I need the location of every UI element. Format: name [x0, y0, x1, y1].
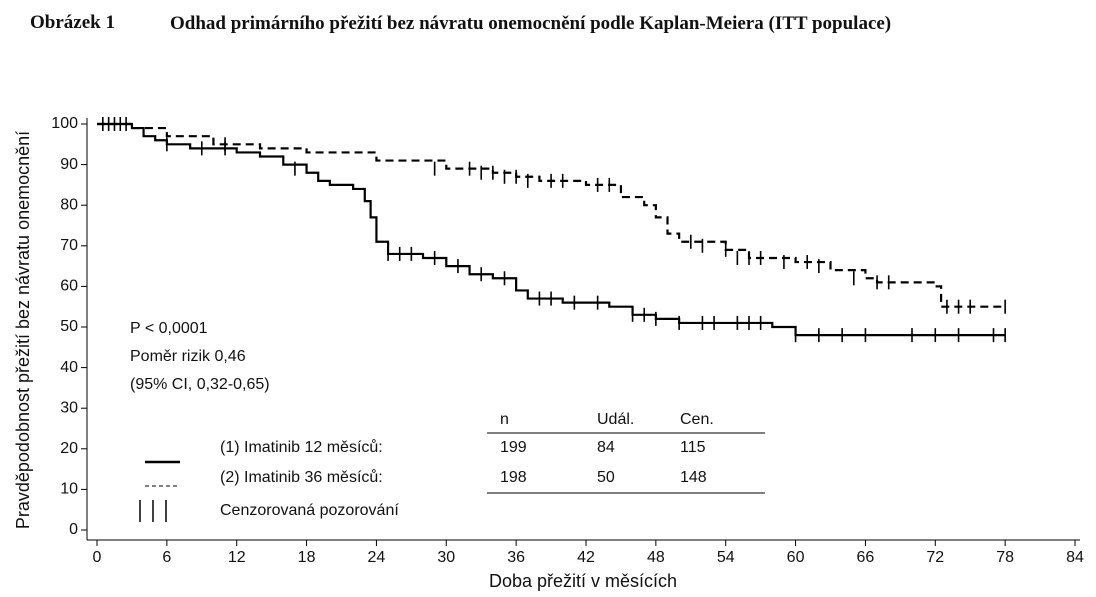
- table-header: Cen.: [680, 411, 714, 428]
- y-tick-label: 10: [60, 481, 78, 498]
- x-tick-label: 48: [647, 549, 665, 566]
- y-axis-label: Pravděpodobnost přežití bez návratu onem…: [13, 131, 33, 529]
- annotation: (95% CI, 0,32-0,65): [130, 376, 270, 393]
- x-tick-label: 24: [368, 549, 386, 566]
- y-tick-label: 70: [60, 237, 78, 254]
- table-cell: 115: [680, 439, 706, 456]
- chart-title: Odhad primárního přežití bez návratu one…: [170, 13, 892, 34]
- annotation: P < 0,0001: [130, 320, 208, 337]
- table-header: n: [500, 411, 509, 428]
- table-header: Udál.: [597, 411, 634, 428]
- y-tick-label: 0: [69, 521, 78, 538]
- legend-censor: [139, 500, 167, 522]
- x-axis-label: Doba přežití v měsících: [489, 571, 677, 591]
- y-tick-label: 20: [60, 440, 78, 457]
- x-tick-label: 84: [1066, 549, 1084, 566]
- x-tick-label: 54: [717, 549, 735, 566]
- y-tick-label: 30: [60, 399, 78, 416]
- x-tick-label: 6: [162, 549, 171, 566]
- y-tick-label: 80: [60, 196, 78, 213]
- x-tick-label: 72: [926, 549, 944, 566]
- x-tick-label: 42: [577, 549, 595, 566]
- y-tick-label: 100: [51, 115, 78, 132]
- table-cell: 50: [597, 469, 615, 486]
- table-cell: 84: [597, 439, 615, 456]
- x-tick-label: 30: [437, 549, 455, 566]
- x-tick-label: 66: [857, 549, 875, 566]
- x-tick-label: 36: [507, 549, 525, 566]
- annotation: Poměr rizik 0,46: [130, 348, 246, 365]
- header: Obrázek 1 Odhad primárního přežití bez n…: [30, 12, 1030, 35]
- x-tick-label: 0: [93, 549, 102, 566]
- x-tick-label: 60: [787, 549, 805, 566]
- y-tick-label: 90: [60, 156, 78, 173]
- figure-label: Obrázek 1: [30, 12, 115, 33]
- x-tick-label: 18: [298, 549, 316, 566]
- y-tick-label: 50: [60, 318, 78, 335]
- x-tick-label: 12: [228, 549, 246, 566]
- x-tick-label: 78: [996, 549, 1014, 566]
- table-cell: 198: [500, 469, 527, 486]
- km-curve: [97, 122, 1006, 308]
- y-tick-label: 60: [60, 278, 78, 295]
- table-cell: 199: [500, 439, 527, 456]
- legend-label: (1) Imatinib 12 měsíců:: [220, 438, 383, 456]
- legend-label: Cenzorovaná pozorování: [220, 502, 399, 519]
- y-tick-label: 40: [60, 359, 78, 376]
- table-cell: 148: [680, 469, 707, 486]
- legend-label: (2) Imatinib 36 měsíců:: [220, 468, 383, 486]
